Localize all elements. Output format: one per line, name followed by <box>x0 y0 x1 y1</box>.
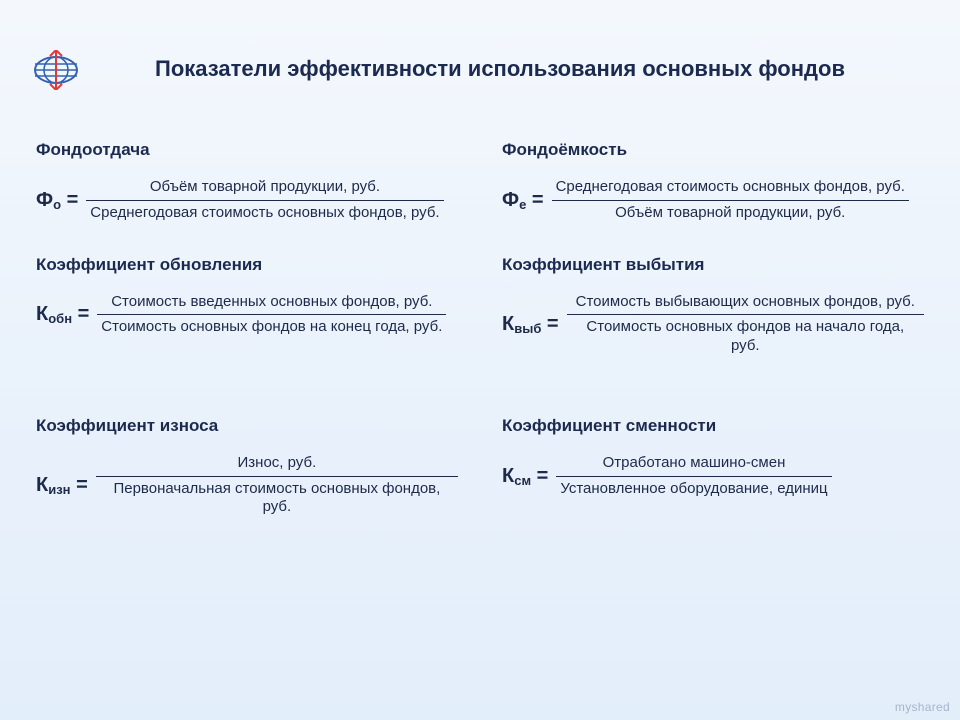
numerator: Износ, руб. <box>234 454 321 476</box>
denominator: Среднегодовая стоимость основных фондов,… <box>86 201 443 223</box>
globe-logo-icon <box>32 50 80 90</box>
fraction: Объём товарной продукции, руб. Среднегод… <box>86 178 443 223</box>
denominator: Установленное оборудование, единиц <box>556 477 831 499</box>
numerator: Стоимость введенных основных фондов, руб… <box>107 293 436 315</box>
page-title: Показатели эффективности использования о… <box>120 54 880 84</box>
fraction: Стоимость выбывающих основных фондов, ру… <box>567 293 924 356</box>
label: Коэффициент обновления <box>36 255 458 275</box>
symbol: Кизн = <box>36 474 88 497</box>
block-koef-smennosti: Коэффициент сменности Ксм = Отработано м… <box>502 416 924 517</box>
formula: Фе = Среднегодовая стоимость основных фо… <box>502 178 924 223</box>
label: Фондоотдача <box>36 140 458 160</box>
fraction: Износ, руб. Первоначальная стоимость осн… <box>96 454 458 517</box>
denominator: Первоначальная стоимость основных фондов… <box>96 477 458 518</box>
symbol: Фе = <box>502 189 544 212</box>
block-fondoemkost: Фондоёмкость Фе = Среднегодовая стоимост… <box>502 140 924 223</box>
formula: Ксм = Отработано машино-смен Установленн… <box>502 454 924 499</box>
fraction: Среднегодовая стоимость основных фондов,… <box>552 178 909 223</box>
numerator: Среднегодовая стоимость основных фондов,… <box>552 178 909 200</box>
formula: Кизн = Износ, руб. Первоначальная стоимо… <box>36 454 458 517</box>
formula: Квыб = Стоимость выбывающих основных фон… <box>502 293 924 356</box>
symbol: Ксм = <box>502 465 548 488</box>
symbol: Кобн = <box>36 303 89 326</box>
watermark: myshared <box>895 700 950 714</box>
denominator: Стоимость основных фондов на конец года,… <box>97 315 446 337</box>
block-koef-obnovleniya: Коэффициент обновления Кобн = Стоимость … <box>36 255 458 356</box>
numerator: Отработано машино-смен <box>599 454 790 476</box>
block-fondootdacha: Фондоотдача Фо = Объём товарной продукци… <box>36 140 458 223</box>
symbol: Фо = <box>36 189 78 212</box>
label: Фондоёмкость <box>502 140 924 160</box>
symbol: Квыб = <box>502 313 559 336</box>
formula: Фо = Объём товарной продукции, руб. Сред… <box>36 178 458 223</box>
fraction: Отработано машино-смен Установленное обо… <box>556 454 831 499</box>
denominator: Стоимость основных фондов на начало года… <box>567 315 924 356</box>
label: Коэффициент выбытия <box>502 255 924 275</box>
fraction: Стоимость введенных основных фондов, руб… <box>97 293 446 338</box>
formula-grid: Фондоотдача Фо = Объём товарной продукци… <box>36 140 924 517</box>
numerator: Стоимость выбывающих основных фондов, ру… <box>572 293 919 315</box>
formula: Кобн = Стоимость введенных основных фонд… <box>36 293 458 338</box>
numerator: Объём товарной продукции, руб. <box>146 178 384 200</box>
label: Коэффициент сменности <box>502 416 924 436</box>
block-koef-vybytiya: Коэффициент выбытия Квыб = Стоимость выб… <box>502 255 924 356</box>
block-koef-iznosa: Коэффициент износа Кизн = Износ, руб. Пе… <box>36 416 458 517</box>
denominator: Объём товарной продукции, руб. <box>611 201 849 223</box>
label: Коэффициент износа <box>36 416 458 436</box>
